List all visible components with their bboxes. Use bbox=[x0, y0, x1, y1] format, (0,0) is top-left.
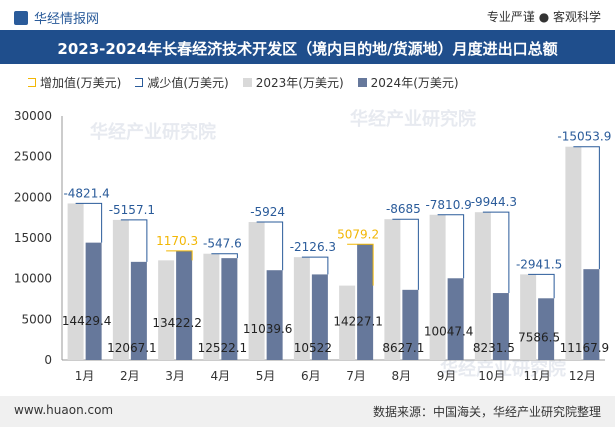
value-2024-label: 7586.5 bbox=[518, 330, 560, 344]
y-tick-label: 5000 bbox=[21, 312, 52, 326]
legend: 增加值(万美元) 减少值(万美元) 2023年(万美元) 2024年(万美元) bbox=[28, 74, 459, 91]
legend-2023-label: 2023年(万美元) bbox=[256, 74, 344, 91]
change-label: -7810.9 bbox=[425, 198, 471, 212]
x-tick-label: 1月 bbox=[75, 369, 95, 383]
decrease-swatch-icon bbox=[135, 78, 143, 87]
change-label: 5079.2 bbox=[337, 227, 379, 241]
y-tick-label: 0 bbox=[44, 353, 52, 367]
y-tick-label: 30000 bbox=[14, 109, 52, 123]
legend-increase-label: 增加值(万美元) bbox=[40, 74, 121, 91]
bar-2023 bbox=[384, 219, 400, 360]
change-label: -9944.3 bbox=[471, 195, 517, 209]
value-2024-label: 14227.1 bbox=[333, 314, 383, 328]
change-label: 1170.3 bbox=[156, 234, 198, 248]
bar-2024 bbox=[86, 243, 102, 360]
bar-2024 bbox=[448, 278, 464, 360]
y-tick-label: 25000 bbox=[14, 150, 52, 164]
chart-area: 0 5000 10000 15000 20000 25000 30000 -4821.4 144… bbox=[0, 95, 615, 395]
change-label: -8685 bbox=[386, 202, 421, 216]
brand-logo: 华经情报网 bbox=[14, 8, 99, 27]
x-tick-label: 6月 bbox=[301, 369, 321, 383]
footer-url[interactable]: www.huaon.com bbox=[14, 403, 113, 417]
x-tick-label: 5月 bbox=[256, 369, 276, 383]
value-2024-label: 11039.6 bbox=[243, 322, 293, 336]
legend-decrease: 减少值(万美元) bbox=[135, 74, 228, 91]
y-tick-label: 10000 bbox=[14, 272, 52, 286]
x-tick-label: 3月 bbox=[165, 369, 185, 383]
value-2024-label: 10047.4 bbox=[424, 324, 474, 338]
bar-2023 bbox=[158, 260, 174, 360]
change-label: -5924 bbox=[250, 205, 285, 219]
value-2024-label: 12067.1 bbox=[107, 341, 157, 355]
y-tick-label: 20000 bbox=[14, 190, 52, 204]
bar-2023 bbox=[113, 220, 129, 360]
y-tick-label: 15000 bbox=[14, 231, 52, 245]
footer-source: 数据来源：中国海关，华经产业研究院整理 bbox=[373, 403, 601, 420]
bar-2023 bbox=[249, 222, 265, 360]
legend-2023: 2023年(万美元) bbox=[243, 74, 344, 91]
legend-2024-label: 2024年(万美元) bbox=[371, 74, 459, 91]
x-tick-label: 11月 bbox=[523, 369, 550, 383]
chart-title: 2023-2024年长春经济技术开发区（境内目的地/货源地）月度进出口总额 bbox=[0, 38, 615, 59]
top-bar: 华经情报网 专业严谨 ● 客观科学 bbox=[0, 0, 615, 30]
legend-decrease-label: 减少值(万美元) bbox=[147, 74, 228, 91]
bar-2024 bbox=[538, 298, 554, 360]
x-tick-label: 2月 bbox=[120, 369, 140, 383]
y2024-swatch-icon bbox=[358, 78, 367, 87]
increase-swatch-icon bbox=[28, 78, 36, 87]
change-label: -547.6 bbox=[203, 237, 242, 251]
bar-2024 bbox=[176, 251, 192, 360]
brand-icon bbox=[14, 11, 28, 25]
change-label: -2126.3 bbox=[290, 240, 336, 254]
bar-2023 bbox=[565, 147, 581, 360]
brand-name: 华经情报网 bbox=[34, 8, 99, 27]
value-2024-label: 8231.5 bbox=[473, 341, 515, 355]
x-tick-label: 12月 bbox=[569, 369, 596, 383]
slogan: 专业严谨 ● 客观科学 bbox=[487, 8, 601, 25]
change-label: -15053.9 bbox=[557, 130, 611, 144]
legend-increase: 增加值(万美元) bbox=[28, 74, 121, 91]
x-tick-label: 7月 bbox=[346, 369, 366, 383]
change-label: -4821.4 bbox=[63, 186, 109, 200]
bar-2024 bbox=[357, 244, 373, 360]
change-label: -2941.5 bbox=[516, 257, 562, 271]
change-label: -5157.1 bbox=[109, 203, 155, 217]
value-2024-label: 8627.1 bbox=[382, 341, 424, 355]
title-bar: 2023-2024年长春经济技术开发区（境内目的地/货源地）月度进出口总额 bbox=[0, 30, 615, 64]
x-tick-label: 8月 bbox=[392, 369, 412, 383]
footer: www.huaon.com 数据来源：中国海关，华经产业研究院整理 bbox=[0, 396, 615, 427]
value-2024-label: 14429.4 bbox=[62, 314, 112, 328]
legend-2024: 2024年(万美元) bbox=[358, 74, 459, 91]
x-tick-label: 9月 bbox=[437, 369, 457, 383]
y2023-swatch-icon bbox=[243, 78, 252, 87]
bar-2023 bbox=[520, 274, 536, 360]
x-tick-label: 10月 bbox=[478, 369, 505, 383]
bar-2023 bbox=[475, 212, 491, 360]
value-2024-label: 10522 bbox=[294, 341, 332, 355]
bar-2023 bbox=[68, 203, 84, 360]
bar-2024 bbox=[267, 270, 283, 360]
value-2024-label: 11167.9 bbox=[560, 341, 610, 355]
value-2024-label: 12522.1 bbox=[198, 341, 248, 355]
value-2024-label: 13422.2 bbox=[152, 316, 202, 330]
x-tick-label: 4月 bbox=[211, 369, 231, 383]
